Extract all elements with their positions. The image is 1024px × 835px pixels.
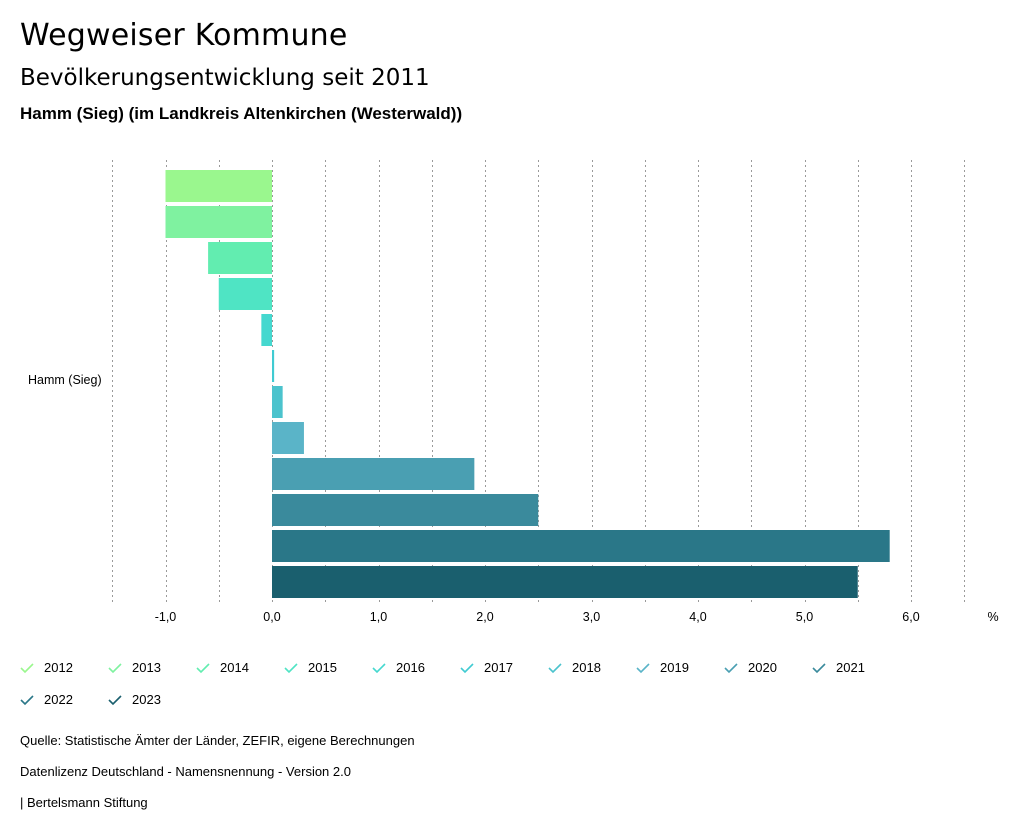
bar-2013[interactable] xyxy=(165,206,273,238)
legend-item-2013[interactable]: 2013 xyxy=(108,660,161,675)
legend-item-2021[interactable]: 2021 xyxy=(812,660,865,675)
legend-item-2017[interactable]: 2017 xyxy=(460,660,513,675)
chart-title: Wegweiser Kommune xyxy=(20,18,348,53)
legend-label: 2019 xyxy=(660,660,689,675)
checkmark-icon xyxy=(108,662,122,673)
legend-item-2019[interactable]: 2019 xyxy=(636,660,689,675)
legend-label: 2015 xyxy=(308,660,337,675)
tick-label: 5,0 xyxy=(796,610,813,624)
checkmark-icon xyxy=(372,662,386,673)
tick-label: 2,0 xyxy=(476,610,493,624)
legend-label: 2023 xyxy=(132,692,161,707)
checkmark-icon xyxy=(636,662,650,673)
checkmark-icon xyxy=(20,694,34,705)
license-note: Datenlizenz Deutschland - Namensnennung … xyxy=(20,764,351,779)
bar-2014[interactable] xyxy=(208,242,272,274)
bar-2016[interactable] xyxy=(261,314,272,346)
legend-item-2016[interactable]: 2016 xyxy=(372,660,425,675)
checkmark-icon xyxy=(284,662,298,673)
tick-label: 1,0 xyxy=(370,610,387,624)
bar-2015[interactable] xyxy=(218,278,272,310)
legend-item-2023[interactable]: 2023 xyxy=(108,692,161,707)
tick-label: 4,0 xyxy=(689,610,706,624)
legend-item-2020[interactable]: 2020 xyxy=(724,660,777,675)
tick-label: 0,0 xyxy=(263,610,280,624)
checkmark-icon xyxy=(812,662,826,673)
region-label: Hamm (Sieg) (im Landkreis Altenkirchen (… xyxy=(20,104,463,123)
unit-label: % xyxy=(987,610,998,624)
legend-label: 2018 xyxy=(572,660,601,675)
legend-label: 2021 xyxy=(836,660,865,675)
bar-2017[interactable] xyxy=(272,350,275,382)
legend-label: 2022 xyxy=(44,692,73,707)
x-axis-ticks: -1,0 0,0 1,0 2,0 3,0 4,0 5,0 6,0% xyxy=(155,610,999,624)
bar-2012[interactable] xyxy=(165,170,273,202)
category-label: Hamm (Sieg) xyxy=(28,373,102,387)
legend-item-2022[interactable]: 2022 xyxy=(20,692,73,707)
legend-label: 2016 xyxy=(396,660,425,675)
tick-label: 6,0 xyxy=(902,610,919,624)
bar-2020[interactable] xyxy=(272,458,475,490)
legend-label: 2017 xyxy=(484,660,513,675)
legend-label: 2013 xyxy=(132,660,161,675)
checkmark-icon xyxy=(460,662,474,673)
bar-2023[interactable] xyxy=(272,566,858,598)
tick-label: 3,0 xyxy=(583,610,600,624)
checkmark-icon xyxy=(548,662,562,673)
checkmark-icon xyxy=(20,662,34,673)
legend-item-2018[interactable]: 2018 xyxy=(548,660,601,675)
legend-item-2012[interactable]: 2012 xyxy=(20,660,73,675)
checkmark-icon xyxy=(196,662,210,673)
bar-2021[interactable] xyxy=(272,494,539,526)
legend-label: 2020 xyxy=(748,660,777,675)
legend-label: 2012 xyxy=(44,660,73,675)
legend-label: 2014 xyxy=(220,660,249,675)
chart-subtitle: Bevölkerungsentwicklung seit 2011 xyxy=(20,65,430,91)
bar-2022[interactable] xyxy=(272,530,890,562)
source-note: Quelle: Statistische Ämter der Länder, Z… xyxy=(20,733,415,748)
bar-chart: -1,0 0,0 1,0 2,0 3,0 4,0 5,0 6,0% xyxy=(112,160,999,624)
bars xyxy=(165,170,890,598)
legend-item-2015[interactable]: 2015 xyxy=(284,660,337,675)
tick-label: -1,0 xyxy=(155,610,177,624)
checkmark-icon xyxy=(724,662,738,673)
bar-2018[interactable] xyxy=(272,386,283,418)
bar-2019[interactable] xyxy=(272,422,304,454)
publisher-note: | Bertelsmann Stiftung xyxy=(20,795,148,810)
checkmark-icon xyxy=(108,694,122,705)
legend-item-2014[interactable]: 2014 xyxy=(196,660,249,675)
